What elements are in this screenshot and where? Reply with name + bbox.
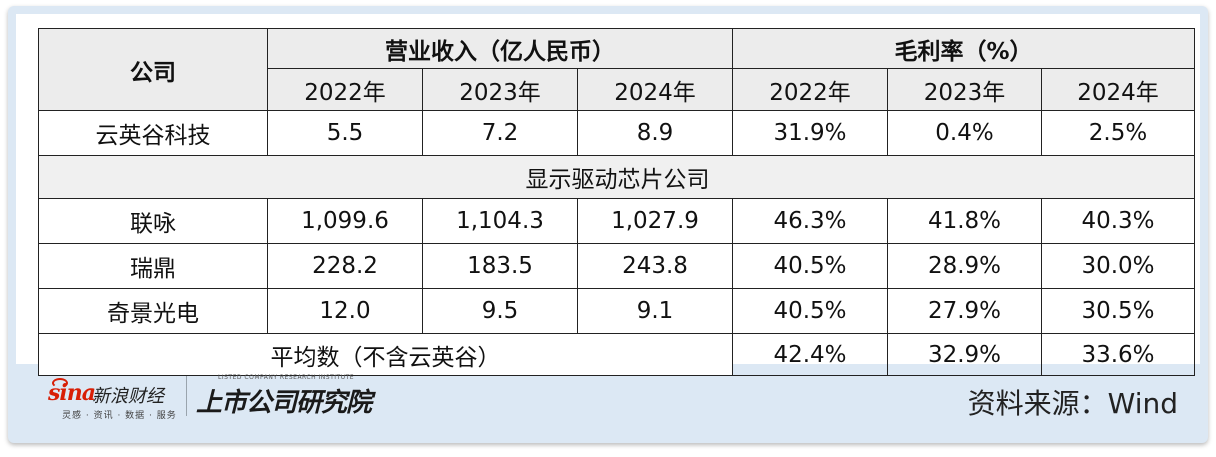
year-header: 2023年 (887, 68, 1042, 111)
company-name: 联咏 (38, 198, 268, 244)
margin-cell: 2.5% (1040, 110, 1196, 156)
margin-cell: 0.4% (887, 110, 1042, 156)
institute-english-name: LISTED COMPANY RESEARCH INSTITUTE (218, 374, 355, 381)
year-header: 2022年 (267, 68, 423, 111)
margin-cell: 30.0% (1040, 243, 1196, 289)
revenue-cell: 1,104.3 (422, 198, 578, 244)
average-margin-cell: 33.6% (1040, 333, 1196, 376)
average-row: 平均数（不含云英谷） 42.4% 32.9% 33.6% (38, 333, 1196, 376)
margin-cell: 28.9% (887, 243, 1042, 289)
revenue-cell: 9.5 (422, 288, 578, 334)
table-row: 奇景光电 12.0 9.5 9.1 40.5% 27.9% 30.5% (38, 288, 1196, 334)
margin-header: 毛利率（%） (731, 28, 1196, 69)
section-row: 显示驱动芯片公司 (37, 155, 1196, 199)
table-row: 瑞鼎 228.2 183.5 243.8 40.5% 28.9% 30.0% (38, 243, 1196, 289)
revenue-cell: 243.8 (577, 243, 733, 289)
revenue-cell: 1,099.6 (267, 198, 423, 244)
source-note: 资料来源：Wind (967, 387, 1178, 420)
margin-cell: 40.5% (732, 243, 888, 289)
average-margin-cell: 42.4% (732, 333, 888, 376)
table-card: 公司 营业收入（亿人民币） 毛利率（%） 2022年 2023年 2024年 2… (16, 14, 1200, 376)
logo-divider (186, 376, 187, 416)
revenue-header: 营业收入（亿人民币） (267, 28, 733, 69)
revenue-cell: 12.0 (267, 288, 423, 334)
margin-cell: 27.9% (887, 288, 1042, 334)
margin-cell: 30.5% (1040, 288, 1196, 334)
average-margin-cell: 32.9% (887, 333, 1042, 376)
sina-wordmark: sina (48, 380, 96, 406)
company-name: 瑞鼎 (38, 243, 268, 289)
margin-cell: 40.3% (1040, 198, 1196, 244)
revenue-cell: 183.5 (422, 243, 578, 289)
year-header: 2023年 (422, 68, 578, 111)
company-header: 公司 (38, 28, 268, 111)
table-row: 联咏 1,099.6 1,104.3 1,027.9 46.3% 41.8% 4… (38, 198, 1196, 244)
comparison-table: 公司 营业收入（亿人民币） 毛利率（%） 2022年 2023年 2024年 2… (37, 28, 1196, 376)
margin-cell: 46.3% (732, 198, 888, 244)
year-header: 2024年 (577, 68, 733, 111)
margin-cell: 40.5% (732, 288, 888, 334)
average-label: 平均数（不含云英谷） (38, 333, 733, 376)
frame: 公司 营业收入（亿人民币） 毛利率（%） 2022年 2023年 2024年 2… (8, 6, 1208, 443)
year-header: 2022年 (732, 68, 888, 111)
revenue-cell: 9.1 (577, 288, 733, 334)
section-label: 显示驱动芯片公司 (37, 155, 1196, 199)
revenue-cell: 7.2 (422, 110, 578, 156)
revenue-cell: 228.2 (267, 243, 423, 289)
revenue-cell: 1,027.9 (577, 198, 733, 244)
institute-chinese-name: 上市公司研究院 (196, 388, 372, 418)
sina-brand: 新浪财经 (92, 386, 164, 407)
sina-finance-logo: sina 新浪财经 灵感 · 资讯 · 数据 · 服务 (48, 378, 178, 422)
revenue-cell: 5.5 (267, 110, 423, 156)
institute-logo: LISTED COMPANY RESEARCH INSTITUTE 上市公司研究… (196, 374, 386, 422)
company-name: 奇景光电 (38, 288, 268, 334)
footer: sina 新浪财经 灵感 · 资讯 · 数据 · 服务 LISTED COMPA… (8, 364, 1208, 443)
year-header: 2024年 (1040, 68, 1196, 111)
sina-eye-icon (52, 378, 68, 388)
table-row: 云英谷科技 5.5 7.2 8.9 31.9% 0.4% 2.5% (38, 110, 1196, 156)
sina-tagline: 灵感 · 资讯 · 数据 · 服务 (62, 411, 177, 421)
margin-cell: 41.8% (887, 198, 1042, 244)
revenue-cell: 8.9 (577, 110, 733, 156)
company-name: 云英谷科技 (38, 110, 268, 156)
margin-cell: 31.9% (732, 110, 888, 156)
